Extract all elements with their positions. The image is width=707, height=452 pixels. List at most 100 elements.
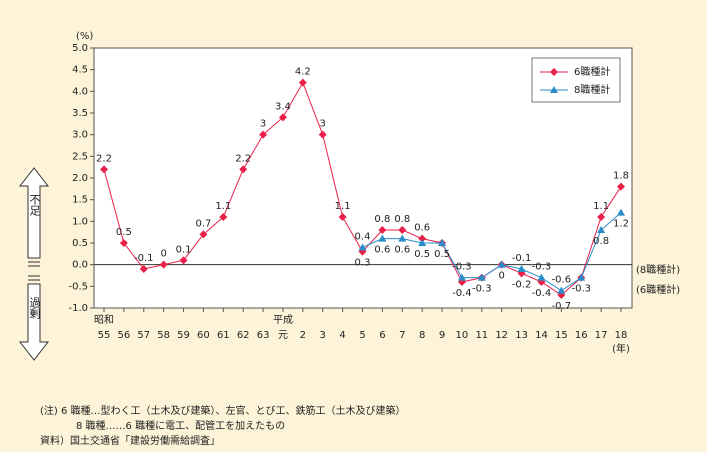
point <box>298 78 307 87</box>
point <box>398 234 407 242</box>
arrow-up <box>18 167 50 259</box>
data-label: 2.2 <box>235 153 251 164</box>
y-tick-label: 2.5 <box>72 151 88 162</box>
y-tick-label: 3.5 <box>72 108 88 119</box>
data-label: 1.1 <box>215 201 231 212</box>
y-tick-label: 1.5 <box>72 195 88 206</box>
side-label: 過剰 <box>28 297 41 319</box>
data-label: -0.3 <box>472 284 492 295</box>
x-tick-label: 3 <box>320 330 326 341</box>
data-label: 0.5 <box>434 249 450 260</box>
point <box>418 239 427 246</box>
legend-label: 8職種計 <box>574 83 610 96</box>
point <box>557 286 566 294</box>
y-tick-label: 2.0 <box>72 173 88 184</box>
y-tick-label: 4.5 <box>72 65 88 76</box>
data-label: 3.4 <box>275 101 291 112</box>
data-label: -0.4 <box>532 288 552 299</box>
note: 8 職種……6 職種に電工、配管工を加えたもの <box>76 419 285 432</box>
x-tick-label: 14 <box>535 330 548 341</box>
x-tick-label: 57 <box>137 330 150 341</box>
data-label: 0.8 <box>394 214 410 225</box>
x-tick-label: 2 <box>300 330 306 341</box>
point <box>100 165 108 174</box>
data-label: 2.2 <box>96 153 112 164</box>
data-label: 0.6 <box>394 245 410 256</box>
point <box>597 213 606 221</box>
data-label: -0.7 <box>552 301 572 312</box>
data-label: 3 <box>320 119 326 130</box>
y-tick-label: -0.5 <box>68 281 88 292</box>
x-tick-label: 62 <box>237 330 250 341</box>
point <box>358 243 367 251</box>
x-tick-label: 58 <box>157 330 170 341</box>
data-label: -0.3 <box>571 284 591 295</box>
point <box>338 213 347 221</box>
data-label: 0.5 <box>116 227 132 238</box>
point <box>537 273 546 281</box>
x-tick-label: 8 <box>419 330 425 341</box>
data-label: 0.8 <box>374 214 390 225</box>
equal-mark <box>28 261 40 281</box>
x-tick-label: 56 <box>118 330 131 341</box>
x-tick-label: 7 <box>399 330 405 341</box>
data-label: -0.1 <box>134 253 154 264</box>
arrow-down <box>18 283 50 361</box>
data-label: -0.3 <box>532 262 552 273</box>
point <box>617 208 625 216</box>
x-tick-label: 5 <box>359 330 365 341</box>
right-label: (6職種計) <box>636 283 680 296</box>
point <box>597 226 606 233</box>
data-label: -0.6 <box>552 275 572 286</box>
point <box>119 239 128 247</box>
point <box>517 265 526 272</box>
point <box>418 234 427 243</box>
y-tick-label: 1.0 <box>72 216 88 227</box>
x-tick-label: 17 <box>595 330 608 341</box>
data-label: 0.5 <box>414 249 430 260</box>
point <box>259 130 268 139</box>
point <box>159 260 168 269</box>
x-tick-label: 60 <box>197 330 210 341</box>
data-label: 1.1 <box>593 201 609 212</box>
legend-box <box>531 57 621 103</box>
point <box>318 130 327 139</box>
y-tick-label: 4.0 <box>72 86 88 97</box>
data-label: -0.2 <box>512 279 532 290</box>
x-tick-label: 9 <box>439 330 445 341</box>
y-unit: (%) <box>76 31 93 42</box>
data-label: -0.3 <box>452 262 472 273</box>
point <box>398 226 407 234</box>
era-label: 平成 <box>273 314 293 326</box>
point <box>577 273 586 281</box>
x-tick-label: 元 <box>278 330 288 341</box>
point <box>617 182 625 191</box>
side-label: 不足 <box>28 194 41 216</box>
y-tick-label: 0.5 <box>72 238 88 249</box>
point <box>497 260 506 268</box>
x-unit: (年) <box>612 342 630 355</box>
x-tick-label: 63 <box>257 330 270 341</box>
x-tick-label: 59 <box>177 330 190 341</box>
point <box>477 273 486 281</box>
data-label: 0 <box>499 271 505 282</box>
point <box>239 165 248 174</box>
note: 資料）国土交通省「建設労働需給調査」 <box>40 434 220 447</box>
data-label: 1.8 <box>613 171 629 182</box>
x-tick-label: 12 <box>495 330 508 341</box>
x-tick-label: 10 <box>456 330 469 341</box>
data-label: 1.2 <box>613 219 629 230</box>
y-tick-label: 5.0 <box>72 43 88 54</box>
data-label: 0.1 <box>176 244 192 255</box>
point <box>199 230 208 239</box>
data-label: 0.6 <box>414 223 430 234</box>
data-label: -0.1 <box>512 253 532 264</box>
point <box>179 256 188 265</box>
data-label: 0.7 <box>195 218 211 229</box>
x-tick-label: 18 <box>615 330 628 341</box>
data-label: 0 <box>160 249 166 260</box>
point <box>139 265 148 273</box>
data-label: -0.4 <box>452 288 472 299</box>
data-label: 1.1 <box>335 201 351 212</box>
